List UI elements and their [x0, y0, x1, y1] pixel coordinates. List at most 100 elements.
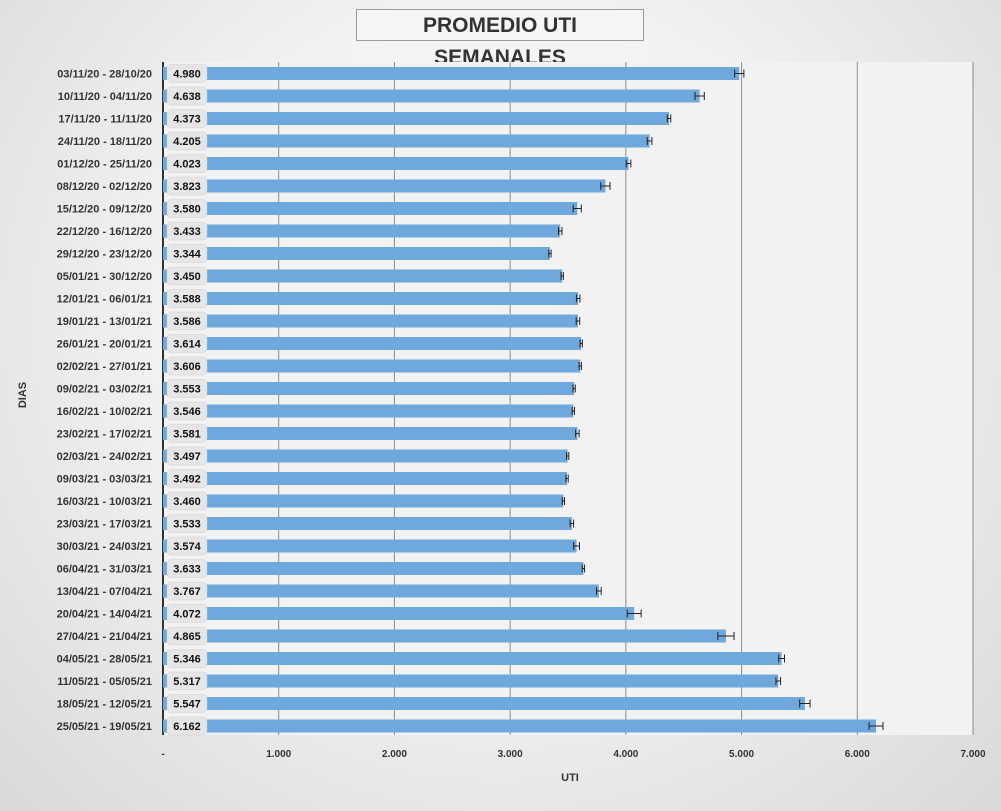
category-label: 09/02/21 - 03/02/21	[57, 384, 152, 396]
data-label-box	[166, 176, 208, 196]
data-label-box	[166, 401, 208, 421]
bar	[163, 179, 606, 193]
bar	[163, 539, 577, 553]
data-label: 3.606	[173, 361, 201, 373]
data-label: 4.638	[173, 91, 201, 103]
data-label-box	[166, 289, 208, 308]
bar	[163, 719, 877, 733]
data-label: 3.767	[173, 586, 201, 598]
category-label: 16/03/21 - 10/03/21	[57, 496, 152, 508]
category-label: 15/12/20 - 09/12/20	[57, 204, 152, 216]
x-tick-label: 1.000	[266, 749, 291, 760]
data-label: 5.346	[173, 654, 201, 666]
data-label-box	[166, 716, 208, 736]
category-label: 26/01/21 - 20/01/21	[57, 339, 152, 351]
bar	[163, 562, 584, 575]
data-label: 3.546	[173, 406, 201, 418]
data-label: 3.823	[173, 181, 201, 193]
category-label: 02/03/21 - 24/02/21	[57, 451, 152, 463]
x-tick-label: 2.000	[382, 749, 407, 760]
bar	[163, 337, 582, 350]
data-label-box	[166, 221, 208, 241]
bar	[163, 382, 575, 395]
data-label: 3.633	[173, 564, 201, 576]
bar	[163, 449, 568, 463]
data-label: 3.344	[173, 249, 201, 261]
bar	[163, 494, 564, 508]
data-label-box	[166, 154, 208, 173]
bar	[163, 224, 561, 238]
data-label: 5.547	[173, 699, 201, 711]
category-label: 17/11/20 - 11/11/20	[58, 114, 152, 126]
category-label: 11/05/21 - 05/05/21	[57, 676, 152, 688]
bar	[163, 607, 635, 620]
data-label: 4.205	[173, 136, 201, 148]
bar	[163, 269, 563, 283]
plot-area	[163, 62, 973, 735]
data-label: 3.614	[173, 339, 201, 351]
category-label: 22/12/20 - 16/12/20	[57, 226, 152, 238]
category-label: 27/04/21 - 21/04/21	[57, 631, 152, 643]
x-tick-label: 3.000	[498, 749, 523, 760]
bar	[163, 67, 740, 80]
data-label: 3.450	[173, 271, 201, 283]
data-label-box	[166, 311, 208, 331]
category-label: 10/11/20 - 04/11/20	[58, 91, 152, 103]
data-label-box	[166, 514, 208, 533]
data-label-box	[166, 131, 208, 151]
category-label: 12/01/21 - 06/01/21	[57, 294, 152, 306]
category-label: 09/03/21 - 03/03/21	[57, 474, 152, 486]
data-label-box	[166, 649, 208, 668]
data-label: 3.574	[173, 541, 201, 553]
data-label-box	[166, 199, 208, 218]
data-label-box	[166, 626, 208, 646]
category-label: 24/11/20 - 18/11/20	[58, 136, 152, 148]
category-label: 29/12/20 - 23/12/20	[57, 249, 152, 261]
bar	[163, 359, 581, 373]
x-axis-title: UTI	[561, 772, 579, 784]
bar	[163, 652, 782, 665]
data-label: 6.162	[173, 721, 201, 733]
bar	[163, 629, 726, 643]
data-label-box	[166, 559, 208, 578]
bar	[163, 674, 779, 688]
data-label-box	[166, 536, 208, 556]
data-label: 3.497	[173, 451, 201, 463]
data-label: 3.433	[173, 226, 201, 238]
category-label: 23/03/21 - 17/03/21	[57, 519, 152, 531]
x-tick-label: 7.000	[960, 749, 985, 760]
bar	[163, 202, 578, 215]
x-tick-label: 5.000	[729, 749, 754, 760]
data-label: 4.072	[173, 609, 201, 621]
data-label: 4.980	[173, 69, 201, 81]
data-label: 3.586	[173, 316, 201, 328]
data-label-box	[166, 581, 208, 601]
data-label: 3.460	[173, 496, 201, 508]
data-label: 4.373	[173, 114, 201, 126]
x-tick-label: -	[161, 749, 164, 760]
category-label: 03/11/20 - 28/10/20	[57, 69, 152, 81]
data-label-box	[166, 694, 208, 713]
data-label-box	[166, 64, 208, 83]
category-label: 30/03/21 - 24/03/21	[57, 541, 152, 553]
data-label-box	[166, 424, 208, 443]
data-label-box	[166, 356, 208, 376]
category-label: 18/05/21 - 12/05/21	[57, 699, 152, 711]
x-tick-label: 6.000	[845, 749, 870, 760]
bar	[163, 89, 700, 103]
category-label: 20/04/21 - 14/04/21	[57, 609, 152, 621]
bar	[163, 314, 578, 328]
data-label: 3.588	[173, 294, 201, 306]
data-label-box	[166, 604, 208, 623]
category-label: 13/04/21 - 07/04/21	[57, 586, 152, 598]
bar	[163, 134, 650, 148]
category-label: 25/05/21 - 19/05/21	[57, 721, 152, 733]
data-label-box	[166, 446, 208, 466]
data-label-box	[166, 491, 208, 511]
chart-title: PROMEDIO UTI SEMANALES	[356, 9, 644, 69]
category-label: 02/02/21 - 27/01/21	[57, 361, 152, 373]
category-label: 01/12/20 - 25/11/20	[57, 159, 152, 171]
data-label-box	[166, 86, 208, 106]
